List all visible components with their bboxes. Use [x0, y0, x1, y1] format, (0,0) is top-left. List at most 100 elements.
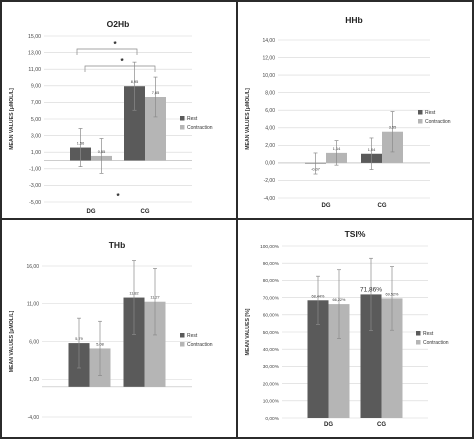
o2hb-chart-panel: O2Hb MEAN VALUES [μMOL/L] -5,00 -3,00 -1,00 1… — [0, 0, 238, 220]
legend-label-contraction: Contraction — [423, 340, 449, 346]
y-tick-label: 3,00 — [31, 133, 41, 139]
legend-swatch-contraction — [416, 340, 421, 345]
legend-swatch-contraction — [418, 119, 423, 124]
x-category-label: DG — [324, 422, 333, 428]
y-tick-label: 50,00% — [263, 330, 280, 336]
y-tick-label: 20,00% — [263, 381, 280, 387]
data-label: 11,82 — [129, 292, 138, 296]
y-axis-label: MEAN VALUES [μMOL/L] — [9, 310, 15, 372]
o2hb-chart: O2Hb MEAN VALUES [μMOL/L] -5,00 -3,00 -1,00 1… — [9, 19, 213, 215]
x-category-label: CG — [141, 209, 150, 215]
legend-swatch-rest — [180, 116, 185, 121]
y-tick-label: -3,00 — [29, 183, 41, 189]
chart-title: HHb — [345, 15, 362, 25]
legend-swatch-contraction — [180, 125, 185, 130]
data-label: 69,52% — [386, 292, 400, 296]
tsi-chart: TSI% MEAN VALUES [%] 0,00% 10,00% 20,00% 30,0… — [245, 229, 449, 428]
data-label: 66,22% — [333, 298, 347, 302]
y-tick-label: 14,00 — [262, 38, 275, 44]
y-tick-label: 12,00 — [262, 55, 275, 61]
y-tick-label: 80,00% — [263, 278, 280, 284]
y-axis-label: MEAN VALUES [μMOL/L] — [245, 88, 251, 150]
bar-contraction-cg — [381, 298, 403, 418]
bar-contraction-cg — [145, 97, 166, 161]
thb-chart: THb MEAN VALUES [μMOL/L] -4,00 1,00 6,00 11,0… — [9, 240, 213, 421]
y-tick-label: 4,00 — [265, 126, 275, 132]
legend-label-contraction: Contraction — [187, 342, 213, 348]
y-tick-label: -4,00 — [28, 415, 40, 421]
data-label: 1,14 — [333, 147, 340, 151]
y-tick-label: -1,00 — [29, 167, 41, 173]
tsi-chart-panel: TSI% MEAN VALUES [%] 0,00% 10,00% 20,00% 30,0… — [236, 218, 474, 439]
y-tick-label: 100,00% — [260, 244, 280, 250]
y-tick-label: -4,00 — [264, 196, 276, 202]
significance-marker: * — [116, 192, 120, 201]
data-label: -0,07 — [311, 168, 320, 172]
y-tick-label: 16,00 — [26, 264, 39, 270]
y-tick-label: 10,00 — [262, 73, 275, 79]
y-tick-label: 11,00 — [27, 302, 39, 308]
bar-rest-cg — [123, 297, 145, 387]
y-tick-label: 0,00 — [265, 161, 275, 167]
y-tick-label: -5,00 — [29, 200, 41, 206]
y-tick-label: 9,00 — [31, 84, 41, 90]
legend-label-contraction: Contraction — [425, 119, 451, 125]
chart-title: O2Hb — [107, 19, 130, 29]
y-tick-label: 60,00% — [263, 313, 280, 319]
legend-label-contraction: Contraction — [187, 125, 213, 131]
y-tick-label: 6,00 — [265, 108, 275, 114]
significance-marker: * — [120, 57, 124, 66]
y-axis-label: MEAN VALUES [μMOL/L] — [9, 88, 15, 150]
legend-label-rest: Rest — [423, 331, 434, 337]
y-tick-label: 30,00% — [263, 364, 280, 370]
x-category-label: CG — [378, 203, 387, 209]
legend-swatch-rest — [180, 333, 185, 338]
data-label: 1,04 — [368, 148, 375, 152]
legend-label-rest: Rest — [187, 116, 198, 122]
legend-swatch-rest — [418, 110, 423, 115]
bar-rest-cg — [360, 294, 382, 418]
chart-title: THb — [109, 240, 126, 250]
legend-label-rest: Rest — [425, 110, 436, 116]
legend-swatch-rest — [416, 331, 421, 336]
data-label: 8,95 — [131, 80, 138, 84]
significance-bracket — [76, 48, 138, 55]
y-tick-label: 13,00 — [28, 50, 41, 56]
y-tick-label: 70,00% — [263, 295, 280, 301]
y-tick-label: 1,00 — [31, 150, 41, 156]
data-label: 71,86% — [360, 286, 382, 293]
data-label: 1,56 — [77, 142, 84, 146]
data-label: 0,55 — [98, 150, 105, 154]
y-axis-label: MEAN VALUES [%] — [245, 308, 251, 355]
x-category-label: CG — [377, 422, 386, 428]
bar-contraction-cg — [144, 301, 166, 387]
data-label: 3,55 — [389, 126, 396, 130]
y-tick-label: 6,00 — [29, 339, 39, 345]
bar-rest-cg — [124, 86, 145, 161]
x-category-label: DG — [322, 203, 331, 209]
significance-bracket — [84, 65, 156, 72]
data-label: 11,27 — [150, 296, 159, 300]
x-category-label: DG — [87, 209, 96, 215]
bar-contraction-dg — [328, 304, 350, 418]
y-tick-label: 1,00 — [29, 377, 39, 383]
significance-marker: * — [113, 40, 117, 49]
y-tick-label: 2,00 — [265, 143, 275, 149]
y-tick-label: 40,00% — [263, 347, 280, 353]
y-tick-label: 8,00 — [265, 90, 275, 96]
y-tick-label: 90,00% — [263, 261, 280, 267]
data-label: 5,08 — [96, 342, 103, 346]
y-tick-label: -2,00 — [264, 178, 276, 184]
data-label: 5,79 — [75, 337, 82, 341]
legend-swatch-contraction — [180, 342, 185, 347]
thb-chart-panel: THb MEAN VALUES [μMOL/L] -4,00 1,00 6,00 11,0… — [0, 218, 238, 439]
data-label: 7,65 — [152, 91, 159, 95]
y-tick-label: 11,00 — [28, 67, 41, 73]
y-tick-label: 5,00 — [31, 117, 41, 123]
y-tick-label: 15,00 — [28, 34, 41, 40]
y-tick-label: 7,00 — [31, 100, 41, 106]
legend-label-rest: Rest — [187, 333, 198, 339]
hhb-chart-panel: HHb MEAN VALUES [μMOL/L] -4,00 -2,00 0,00 2,0… — [236, 0, 474, 220]
y-tick-label: 10,00% — [263, 399, 280, 405]
hhb-chart: HHb MEAN VALUES [μMOL/L] -4,00 -2,00 0,00 2,0… — [245, 15, 451, 209]
